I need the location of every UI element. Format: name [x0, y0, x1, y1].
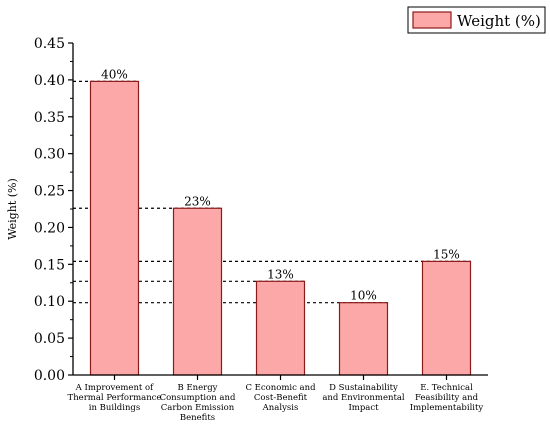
- y-tick-label: 0.05: [34, 331, 65, 347]
- x-tick-label: B Energy Consumption and Carbon Emission Be…: [160, 383, 236, 423]
- y-tick-label: 0.25: [34, 184, 65, 200]
- x-tick-label: A Improvement of Thermal Performance in Bu…: [68, 383, 162, 413]
- y-tick-label: 0.30: [34, 147, 65, 163]
- y-tick-label: 0.10: [34, 294, 65, 310]
- x-tick-label: E. Technical Feasibility and Implementabil…: [410, 383, 484, 413]
- bar: [255, 280, 306, 376]
- bar: [172, 207, 223, 376]
- y-tick-label: 0.20: [34, 220, 65, 236]
- y-axis-title: Weight (%): [6, 178, 19, 240]
- y-tick-label: 0.00: [34, 368, 65, 384]
- data-label: 40%: [101, 67, 128, 81]
- y-tick-label: 0.45: [34, 36, 65, 52]
- data-label: 13%: [267, 267, 294, 281]
- legend-label: Weight (%): [457, 12, 541, 30]
- legend-swatch: [412, 11, 452, 29]
- x-tick-label: C Economic and Cost-Benefit Analysis: [245, 383, 316, 413]
- y-tick-label: 0.35: [34, 110, 65, 126]
- y-tick-label: 0.40: [34, 73, 65, 89]
- x-tick-label: D Sustainability and Environmental Impact: [322, 383, 405, 413]
- data-label: 15%: [433, 247, 460, 261]
- data-label: 23%: [184, 194, 211, 208]
- data-label: 10%: [350, 289, 377, 303]
- y-tick-label: 0.15: [34, 257, 65, 273]
- bar: [338, 302, 389, 376]
- bar: [89, 80, 140, 376]
- bar: [421, 260, 472, 376]
